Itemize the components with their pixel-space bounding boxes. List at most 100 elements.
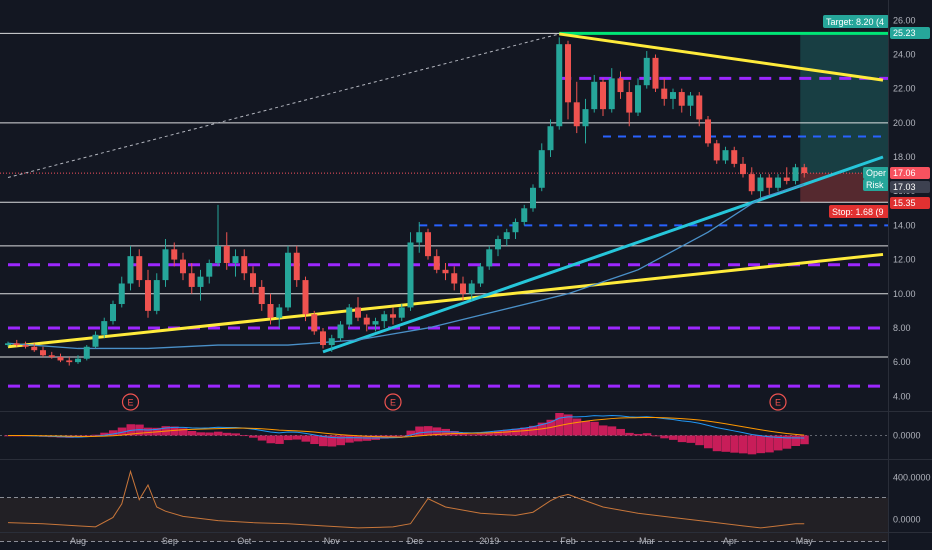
- candle[interactable]: [748, 167, 755, 195]
- candle[interactable]: [661, 78, 668, 106]
- price-axis[interactable]: 26.0024.0022.0020.0018.0016.0014.0012.00…: [893, 15, 931, 524]
- candle[interactable]: [241, 249, 248, 281]
- candle[interactable]: [740, 157, 746, 178]
- candle[interactable]: [110, 300, 116, 325]
- candle[interactable]: [197, 269, 204, 301]
- candle[interactable]: [530, 184, 536, 212]
- candle[interactable]: [258, 280, 265, 311]
- candle[interactable]: [582, 98, 589, 144]
- candle[interactable]: [425, 228, 431, 260]
- candle[interactable]: [687, 92, 694, 116]
- candle[interactable]: [538, 143, 545, 192]
- candle[interactable]: [757, 174, 764, 199]
- candle[interactable]: [722, 146, 729, 164]
- candle[interactable]: [521, 204, 528, 226]
- oscillator-pane[interactable]: [0, 469, 888, 542]
- candle[interactable]: [13, 339, 20, 347]
- candle[interactable]: [477, 262, 484, 287]
- candle[interactable]: [731, 146, 738, 168]
- candle[interactable]: [600, 78, 606, 116]
- candle[interactable]: [442, 262, 449, 281]
- candle[interactable]: [302, 276, 309, 322]
- trendline[interactable]: [559, 32, 884, 82]
- candle[interactable]: [608, 68, 615, 113]
- candle[interactable]: [643, 51, 650, 89]
- candle[interactable]: [22, 341, 29, 349]
- candle[interactable]: [801, 163, 808, 178]
- candle[interactable]: [320, 327, 326, 349]
- candle[interactable]: [337, 321, 344, 342]
- candle[interactable]: [223, 232, 230, 270]
- candle[interactable]: [5, 341, 11, 347]
- candle[interactable]: [617, 71, 624, 99]
- candle[interactable]: [792, 163, 799, 185]
- candle[interactable]: [232, 249, 239, 277]
- trendline[interactable]: [7, 252, 884, 349]
- candle[interactable]: [468, 280, 475, 301]
- candle[interactable]: [416, 221, 423, 253]
- candle[interactable]: [153, 273, 160, 315]
- earnings-marker[interactable]: E: [384, 393, 402, 411]
- candle[interactable]: [407, 232, 414, 311]
- candle[interactable]: [31, 343, 38, 352]
- macd-pane[interactable]: [0, 412, 888, 455]
- candle[interactable]: [285, 245, 291, 311]
- time-axis[interactable]: Aug Sep Oct Nov Dec 2019 Feb Mar Apr May: [70, 536, 813, 546]
- candle[interactable]: [57, 353, 64, 363]
- candle[interactable]: [495, 235, 501, 257]
- candle[interactable]: [626, 81, 633, 127]
- candle[interactable]: [512, 218, 519, 240]
- candle[interactable]: [591, 74, 598, 113]
- earnings-marker[interactable]: E: [121, 393, 140, 411]
- candle[interactable]: [503, 228, 510, 246]
- candle[interactable]: [355, 297, 361, 322]
- candle[interactable]: [75, 355, 81, 364]
- candle[interactable]: [398, 304, 405, 322]
- trendline[interactable]: [7, 33, 560, 179]
- candle[interactable]: [118, 276, 125, 308]
- candle[interactable]: [92, 331, 99, 349]
- candle[interactable]: [188, 262, 195, 294]
- candle[interactable]: [635, 78, 641, 116]
- candle[interactable]: [775, 174, 781, 192]
- candle[interactable]: [293, 245, 300, 287]
- candle[interactable]: [66, 357, 73, 366]
- candle[interactable]: [670, 88, 676, 110]
- candle[interactable]: [705, 115, 711, 147]
- candle[interactable]: [48, 351, 55, 359]
- candle[interactable]: [162, 239, 169, 287]
- candle[interactable]: [40, 346, 46, 358]
- candle[interactable]: [276, 304, 283, 328]
- candle[interactable]: [766, 174, 773, 195]
- candle[interactable]: [390, 307, 396, 325]
- candle[interactable]: [678, 88, 685, 113]
- candle[interactable]: [652, 54, 659, 93]
- candle[interactable]: [556, 37, 563, 130]
- candle[interactable]: [565, 40, 571, 120]
- earnings-marker[interactable]: E: [769, 393, 787, 411]
- candle[interactable]: [713, 139, 720, 164]
- candle[interactable]: [372, 317, 379, 332]
- candle[interactable]: [451, 266, 458, 291]
- candle[interactable]: [127, 245, 134, 291]
- candle[interactable]: [250, 266, 256, 294]
- candle[interactable]: [311, 310, 318, 335]
- candle[interactable]: [696, 92, 703, 127]
- candle[interactable]: [215, 204, 221, 267]
- candle[interactable]: [381, 310, 388, 328]
- candle[interactable]: [180, 252, 186, 281]
- candle[interactable]: [783, 167, 790, 185]
- candle[interactable]: [346, 304, 353, 328]
- candle[interactable]: [171, 242, 178, 267]
- candle[interactable]: [486, 245, 493, 270]
- candle[interactable]: [573, 81, 580, 134]
- candle[interactable]: [328, 334, 335, 352]
- candle[interactable]: [460, 276, 466, 301]
- candle[interactable]: [136, 249, 143, 287]
- candle[interactable]: [363, 314, 370, 332]
- candle[interactable]: [145, 269, 151, 318]
- candle[interactable]: [83, 345, 90, 361]
- candle[interactable]: [267, 293, 274, 325]
